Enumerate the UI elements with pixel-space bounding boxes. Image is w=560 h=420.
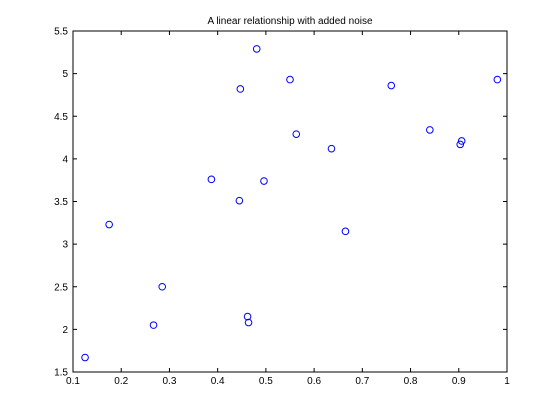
y-tick-label: 4: [62, 154, 68, 165]
y-tick-label: 5.5: [54, 27, 68, 38]
data-point: [81, 353, 89, 362]
x-tick-label: 0.7: [355, 376, 369, 387]
data-point: [456, 140, 465, 149]
data-point: [235, 196, 244, 205]
data-point: [236, 85, 245, 93]
data-points: [81, 45, 502, 362]
x-tick-label: 1: [504, 376, 510, 387]
data-point: [105, 220, 113, 229]
x-tick-label: 0.6: [307, 376, 321, 387]
data-point: [457, 137, 466, 145]
x-tick-label: 0.9: [452, 376, 466, 387]
y-tick-label: 4.5: [54, 112, 68, 123]
x-tick-label: 0.1: [66, 376, 80, 387]
data-point: [158, 282, 167, 291]
data-point: [292, 130, 301, 138]
data-point: [243, 312, 252, 321]
x-tick-label: 0.2: [114, 376, 128, 387]
data-point: [244, 318, 253, 327]
x-tick-label: 0.8: [404, 376, 418, 387]
chart-title: A linear relationship with added noise: [207, 16, 373, 27]
y-tick-label: 2: [62, 325, 68, 336]
x-tick-label: 0.4: [211, 376, 225, 387]
data-point: [327, 144, 336, 153]
y-tick-label: 2.5: [54, 282, 68, 293]
data-point: [207, 175, 216, 184]
data-point: [387, 81, 396, 90]
data-point: [260, 177, 268, 185]
plot-area: [72, 30, 508, 373]
data-point: [493, 75, 502, 84]
data-point: [252, 45, 261, 53]
y-tick-label: 3: [62, 240, 68, 251]
axis-ticks: 0.1 0.2 0.3 0.4 0.5 0.6 0.7 0.8 0.9 1 1.5 2 2.5 3 3.5 4…: [54, 27, 510, 388]
y-tick-label: 3.5: [54, 197, 68, 208]
data-point: [426, 126, 434, 134]
x-tick-label: 0.3: [162, 376, 176, 387]
data-point: [341, 227, 350, 236]
x-tick-label: 0.5: [259, 376, 273, 387]
y-tick-label: 5: [62, 69, 68, 80]
data-point: [149, 321, 158, 329]
data-point: [286, 75, 294, 84]
y-tick-label: 1.5: [54, 368, 68, 379]
